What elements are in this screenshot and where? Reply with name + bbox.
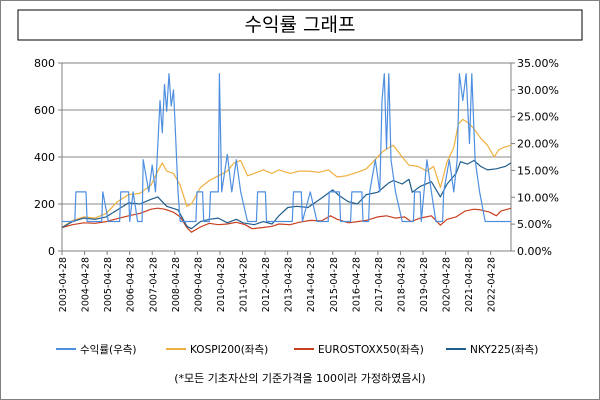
- x-tick-label: 2003-04-28: [58, 257, 69, 312]
- x-tick-label: 2006-04-28: [126, 257, 137, 312]
- legend-label-kospi200: KOSPI200(좌측): [190, 344, 268, 356]
- right-tick-label: 5.00%: [517, 218, 552, 231]
- right-tick-label: 30.00%: [517, 84, 559, 97]
- x-tick-label: 2014-04-28: [306, 257, 317, 312]
- x-tick-label: 2010-04-28: [216, 257, 227, 312]
- legend: 수익률(우측) KOSPI200(좌측) EUROSTOXX50(좌측) NKY…: [56, 344, 538, 356]
- right-tick-label: 35.00%: [517, 57, 559, 70]
- x-tick-label: 2011-04-28: [239, 257, 250, 312]
- x-tick-label: 2017-04-28: [374, 257, 385, 312]
- right-tick-label: 0.00%: [517, 245, 552, 258]
- left-tick-label: 600: [34, 104, 55, 117]
- x-tick-label: 2020-04-28: [442, 257, 453, 312]
- right-tick-label: 15.00%: [517, 164, 559, 177]
- left-tick-label: 0: [48, 245, 55, 258]
- legend-label-eurostoxx50: EUROSTOXX50(좌측): [318, 344, 424, 356]
- right-tick-label: 10.00%: [517, 191, 559, 204]
- right-tick-label: 20.00%: [517, 138, 559, 151]
- x-tick-label: 2007-04-28: [148, 257, 159, 312]
- x-axis: 2003-04-28 2004-04-28 2005-04-28 2006-04-28…: [58, 251, 498, 312]
- chart-title-box: [17, 9, 583, 41]
- x-tick-label: 2021-04-28: [464, 257, 475, 312]
- x-tick-label: 2022-04-28: [487, 257, 498, 312]
- x-tick-label: 2016-04-28: [351, 257, 362, 312]
- series-line-0: [62, 73, 511, 223]
- x-tick-label: 2009-04-28: [193, 257, 204, 312]
- x-tick-label: 2018-04-28: [396, 257, 407, 312]
- series-line-2: [61, 207, 512, 233]
- left-tick-label: 400: [34, 151, 55, 164]
- x-tick-label: 2013-04-28: [284, 257, 295, 312]
- right-axis: 0.00% 5.00% 10.00% 15.00% 20.00% 25.00% 30.00%…: [511, 57, 559, 258]
- x-tick-label: 2008-04-28: [171, 257, 182, 312]
- x-tick-label: 2019-04-28: [419, 257, 430, 312]
- legend-label-nky225: NKY225(좌측): [470, 344, 538, 356]
- x-tick-label: 2005-04-28: [103, 257, 114, 312]
- chart-footnote: (*모든 기초자산의 기준가격을 100이라 가정하였음시): [174, 371, 425, 385]
- x-tick-label: 2004-04-28: [81, 257, 92, 312]
- series-line-3: [61, 159, 512, 230]
- left-tick-label: 800: [34, 57, 55, 70]
- series-line-1: [61, 118, 512, 228]
- chart-title: 수익률 그래프: [245, 14, 356, 36]
- right-tick-label: 25.00%: [517, 111, 559, 124]
- left-tick-label: 200: [34, 198, 55, 211]
- x-tick-label: 2015-04-28: [329, 257, 340, 312]
- legend-label-returns: 수익률(우측): [80, 344, 137, 356]
- left-axis: 0 200 400 600 800: [34, 57, 62, 258]
- x-tick-label: 2012-04-28: [261, 257, 272, 312]
- series-layer: [61, 73, 512, 233]
